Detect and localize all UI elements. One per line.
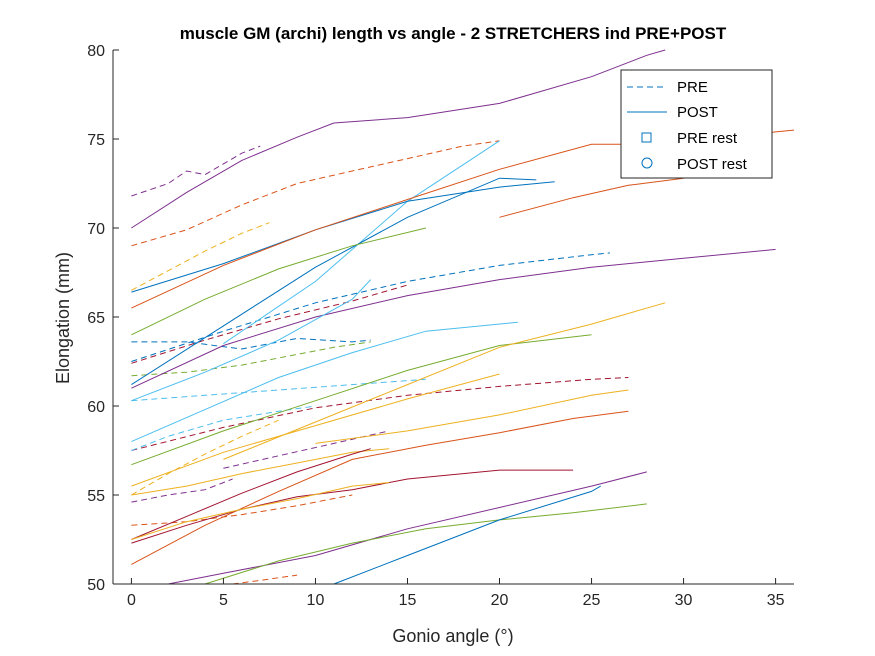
series-line-post-37 [204, 503, 647, 585]
series-line-post-23 [499, 177, 684, 218]
series-line-pre-14 [131, 494, 353, 526]
series-line-post-16 [131, 122, 335, 229]
series-lines [131, 49, 795, 585]
series-line-pre-4 [131, 252, 610, 362]
y-tick-label: 75 [87, 132, 105, 149]
x-tick-label: 30 [675, 592, 693, 609]
legend: PRE POST PRE rest POST rest [620, 69, 773, 179]
series-line-post-22 [131, 227, 427, 336]
x-tick-label: 15 [399, 592, 417, 609]
series-line-pre-1 [131, 145, 261, 197]
series-line-post-17 [333, 49, 666, 124]
series-line-post-31 [131, 410, 629, 565]
y-tick-label: 80 [87, 43, 105, 60]
series-line-post-26 [131, 279, 372, 402]
series-line-pre-15 [232, 574, 298, 585]
x-tick-label: 5 [219, 592, 228, 609]
series-line-pre-5 [131, 337, 371, 350]
series-line-post-19 [131, 181, 555, 293]
series-line-post-24 [131, 248, 776, 389]
legend-post-label: POST [677, 104, 718, 121]
series-line-pre-6 [131, 284, 408, 364]
legend-pre-rest-marker [641, 132, 652, 143]
series-line-pre-7 [131, 341, 371, 377]
series-line-pre-12 [131, 419, 279, 496]
y-tick-label: 50 [87, 577, 105, 594]
series-line-post-18 [223, 140, 500, 345]
series-line-pre-3 [131, 222, 270, 291]
series-line-post-36 [168, 471, 647, 585]
chart-title: muscle GM (archi) length vs angle - 2 ST… [180, 24, 727, 43]
series-line-post-28 [223, 302, 666, 460]
legend-post-rest-label: POST rest [677, 156, 748, 173]
y-tick-label: 55 [87, 488, 105, 505]
series-line-pre-2 [131, 140, 500, 247]
series-line-post-33 [131, 469, 574, 544]
x-tick-label: 25 [583, 592, 601, 609]
legend-post-rest-marker [641, 157, 653, 169]
series-line-post-35 [131, 482, 390, 540]
x-tick-label: 0 [127, 592, 136, 609]
series-line-post-34 [131, 448, 371, 540]
axes [112, 49, 794, 585]
y-axis-label: Elongation (mm) [53, 252, 73, 384]
series-line-pre-9 [131, 377, 629, 451]
y-tick-label: 70 [87, 221, 105, 238]
series-line-pre-10 [131, 405, 316, 451]
series-line-post-21 [131, 177, 537, 386]
series-line-post-38 [333, 485, 601, 585]
x-tick-label: 20 [491, 592, 509, 609]
legend-box [620, 69, 773, 179]
y-tick-labels: 50 55 60 65 70 75 80 [87, 43, 105, 594]
series-line-post-32 [131, 448, 390, 496]
x-axis-label: Gonio angle (°) [392, 626, 513, 646]
y-tick-label: 65 [87, 310, 105, 327]
y-tick-label: 60 [87, 399, 105, 416]
x-tick-label: 35 [767, 592, 785, 609]
x-tick-label: 10 [307, 592, 325, 609]
series-line-post-30 [315, 389, 629, 444]
series-line-post-25 [131, 321, 518, 443]
x-tick-labels: 0 5 10 15 20 25 30 35 [127, 592, 785, 609]
legend-pre-label: PRE [677, 79, 708, 96]
series-line-post-29 [131, 373, 500, 487]
legend-pre-rest-label: PRE rest [677, 130, 738, 147]
